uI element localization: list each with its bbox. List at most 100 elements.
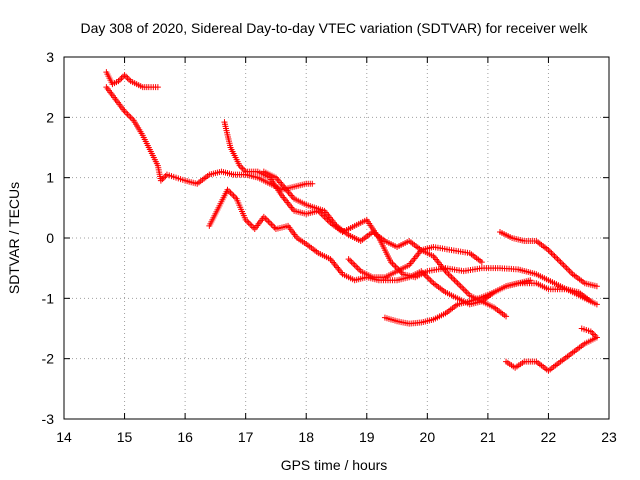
data-point bbox=[444, 269, 451, 276]
x-tick-label: 16 bbox=[177, 429, 193, 445]
data-point bbox=[354, 265, 361, 272]
data-point bbox=[578, 325, 585, 332]
data-point bbox=[560, 262, 567, 269]
data-point bbox=[453, 278, 460, 285]
series-track-h bbox=[497, 228, 600, 290]
data-point bbox=[554, 256, 561, 263]
x-tick-label: 20 bbox=[420, 429, 436, 445]
axes bbox=[63, 56, 610, 420]
data-point bbox=[427, 277, 434, 284]
data-point bbox=[123, 73, 130, 80]
data-point bbox=[503, 313, 510, 320]
data-point bbox=[587, 298, 594, 305]
data-point bbox=[450, 275, 457, 282]
series-track-f bbox=[381, 277, 534, 327]
data-point bbox=[428, 278, 435, 285]
data-point bbox=[527, 277, 534, 284]
data-point bbox=[348, 259, 355, 266]
data-point bbox=[350, 260, 357, 267]
y-tick-label: -1 bbox=[42, 290, 55, 306]
data-point bbox=[123, 109, 130, 116]
data-point bbox=[127, 114, 134, 121]
data-point bbox=[391, 262, 398, 269]
series-track-d bbox=[206, 186, 510, 320]
data-point bbox=[445, 271, 452, 278]
x-axis-label: GPS time / hours bbox=[281, 457, 388, 473]
data-point bbox=[562, 263, 569, 270]
data-point bbox=[353, 263, 360, 270]
y-axis-label: SDTVAR / TECUs bbox=[6, 182, 22, 294]
series-track-e bbox=[260, 168, 594, 305]
data-point bbox=[309, 180, 316, 187]
y-tick-labels: -3 -2 -1 0 1 2 3 bbox=[42, 49, 55, 427]
series-track-a bbox=[103, 69, 161, 91]
data-point bbox=[546, 248, 553, 255]
y-tick-label: 2 bbox=[46, 109, 54, 125]
y-tick-label: 0 bbox=[46, 230, 54, 246]
data-point bbox=[351, 262, 358, 269]
y-tick-label: -3 bbox=[42, 411, 55, 427]
data-point bbox=[460, 286, 467, 293]
data-point bbox=[559, 260, 566, 267]
data-point bbox=[566, 268, 573, 275]
data-point bbox=[321, 213, 328, 220]
data-point bbox=[425, 275, 432, 282]
x-tick-label: 22 bbox=[541, 429, 557, 445]
data-point bbox=[230, 192, 237, 199]
data-point bbox=[227, 189, 234, 196]
series-track-b bbox=[103, 84, 316, 193]
data-point bbox=[229, 191, 236, 198]
grid-lines bbox=[64, 57, 609, 419]
data-point bbox=[121, 72, 128, 79]
data-point bbox=[462, 287, 469, 294]
x-tick-label: 18 bbox=[298, 429, 314, 445]
data-point bbox=[345, 256, 352, 263]
x-tick-label: 23 bbox=[601, 429, 617, 445]
data-point bbox=[451, 277, 458, 284]
data-point bbox=[263, 216, 270, 223]
data-point bbox=[557, 259, 564, 266]
x-tick-label: 15 bbox=[117, 429, 133, 445]
series-track-i bbox=[503, 325, 600, 374]
data-point bbox=[556, 257, 563, 264]
data-point bbox=[239, 165, 246, 172]
data-point bbox=[478, 259, 485, 266]
data-point bbox=[392, 263, 399, 270]
data-point bbox=[551, 253, 558, 260]
chart-title: Day 308 of 2020, Sidereal Day-to-day VTE… bbox=[80, 20, 588, 36]
series-track-g bbox=[345, 244, 485, 281]
data-point bbox=[454, 280, 461, 287]
data-point bbox=[319, 212, 326, 219]
data-point bbox=[565, 266, 572, 273]
x-tick-label: 21 bbox=[480, 429, 496, 445]
data-point bbox=[118, 75, 125, 82]
data-point bbox=[448, 274, 455, 281]
data-point bbox=[447, 272, 454, 279]
data-point bbox=[593, 301, 600, 308]
data-point bbox=[160, 174, 167, 181]
data-series bbox=[103, 69, 600, 374]
data-point bbox=[245, 219, 252, 226]
y-tick-label: -2 bbox=[42, 351, 55, 367]
x-tick-label: 19 bbox=[359, 429, 375, 445]
data-point bbox=[549, 251, 556, 258]
data-point bbox=[265, 218, 272, 225]
x-tick-labels: 14 15 16 17 18 19 20 21 22 23 bbox=[56, 429, 617, 445]
data-point bbox=[568, 269, 575, 276]
data-point bbox=[248, 222, 255, 229]
data-point bbox=[126, 112, 133, 119]
plot-frame bbox=[63, 56, 610, 420]
data-point bbox=[456, 281, 463, 288]
data-point bbox=[266, 219, 273, 226]
x-tick-label: 14 bbox=[56, 429, 72, 445]
data-point bbox=[553, 254, 560, 261]
data-point bbox=[590, 331, 597, 338]
y-tick-label: 1 bbox=[46, 170, 54, 186]
data-point bbox=[463, 289, 470, 296]
data-point bbox=[593, 283, 600, 290]
data-point bbox=[271, 224, 278, 231]
data-point bbox=[347, 257, 354, 264]
data-point bbox=[457, 283, 464, 290]
y-tick-label: 3 bbox=[46, 49, 54, 65]
